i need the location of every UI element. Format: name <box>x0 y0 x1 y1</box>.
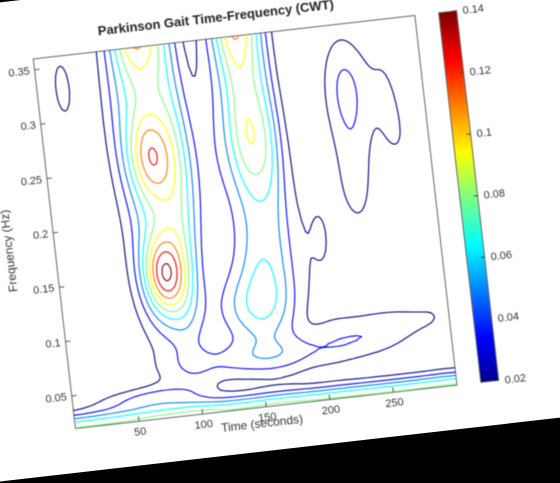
colorbar-tick-label: 0.06 <box>490 249 513 263</box>
y-tick-label: 0.3 <box>20 120 37 134</box>
y-tick-label: 0.15 <box>33 283 56 297</box>
colorbar-tick-label: 0.02 <box>504 372 527 386</box>
y-tick-mark <box>47 178 52 179</box>
y-tick-mark <box>59 287 64 288</box>
x-tick-label: 50 <box>133 426 147 439</box>
y-tick-label: 0.25 <box>20 174 43 188</box>
x-axis-label: Time (seconds) <box>220 412 303 435</box>
x-tick-mark <box>138 416 139 421</box>
y-tick-label: 0.2 <box>32 228 49 242</box>
colorbar-tick-label: 0.12 <box>469 64 492 78</box>
x-tick-mark <box>393 387 394 392</box>
y-tick-mark <box>41 124 46 125</box>
x-tick-label: 250 <box>385 396 405 410</box>
y-tick-mark <box>53 232 58 233</box>
x-tick-mark <box>329 395 330 400</box>
x-tick-mark <box>266 402 267 407</box>
y-tick-mark <box>35 69 40 70</box>
y-tick-mark <box>72 395 77 396</box>
y-tick-label: 0.35 <box>8 65 31 79</box>
x-tick-mark <box>202 409 203 414</box>
y-tick-mark <box>66 341 71 342</box>
x-tick-label: 100 <box>194 418 214 432</box>
plot-area <box>33 15 457 428</box>
colorbar-tick-label: 0.04 <box>497 311 520 325</box>
colorbar-tick-label: 0.1 <box>476 127 493 141</box>
y-axis-label: Frequency (Hz) <box>0 209 21 293</box>
y-tick-label: 0.1 <box>45 337 62 351</box>
colorbar-tick-label: 0.14 <box>462 3 485 17</box>
x-tick-label: 200 <box>321 404 341 418</box>
colorbar-tick-label: 0.08 <box>483 187 506 201</box>
y-tick-label: 0.05 <box>45 392 68 406</box>
